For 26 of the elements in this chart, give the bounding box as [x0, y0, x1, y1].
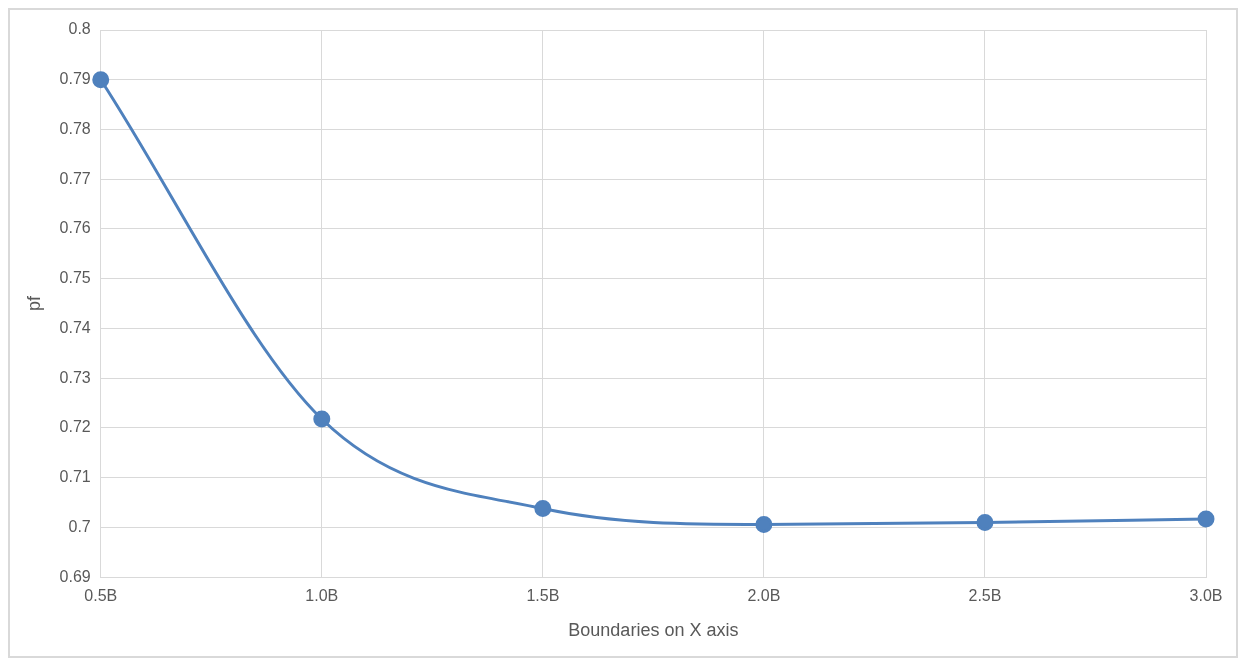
y-tick-label: 0.71	[59, 468, 91, 486]
x-tick-label: 3.0B	[1189, 587, 1223, 605]
y-tick-label: 0.77	[59, 169, 91, 187]
x-tick-label: 1.0B	[305, 587, 339, 605]
x-tick-label: 0.5B	[84, 587, 118, 605]
point	[92, 71, 110, 89]
y-tick-label: 0.8	[68, 20, 91, 38]
y-tick-label: 0.78	[59, 119, 91, 137]
x-tick-label: 2.5B	[968, 587, 1002, 605]
point	[1197, 510, 1215, 528]
x-axis-title: Boundaries on X axis	[568, 620, 739, 641]
y-tick-label: 0.75	[59, 269, 91, 287]
y-tick-label: 0.69	[59, 567, 91, 585]
y-tick-label: 0.7	[68, 517, 91, 535]
point	[755, 515, 773, 533]
point	[313, 410, 331, 428]
y-tick-label: 0.72	[59, 418, 91, 436]
y-tick-label: 0.74	[59, 318, 91, 336]
x-tick-label: 1.5B	[526, 587, 560, 605]
y-tick-label: 0.79	[59, 70, 91, 88]
y-axis-title: pf	[23, 295, 44, 312]
y-tick-label: 0.73	[59, 368, 91, 386]
point	[976, 513, 994, 531]
y-tick-label: 0.76	[59, 219, 91, 237]
x-tick-label: 2.0B	[747, 587, 781, 605]
point	[534, 500, 552, 518]
